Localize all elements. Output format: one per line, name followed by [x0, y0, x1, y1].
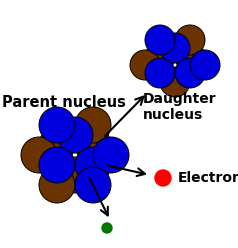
Circle shape — [145, 42, 175, 72]
Circle shape — [93, 137, 129, 173]
Circle shape — [175, 25, 205, 55]
Circle shape — [160, 33, 190, 63]
Text: Electron: Electron — [178, 171, 238, 185]
Circle shape — [57, 157, 93, 193]
Circle shape — [75, 127, 111, 163]
Circle shape — [175, 42, 205, 72]
Circle shape — [175, 58, 205, 88]
Circle shape — [130, 50, 160, 80]
Circle shape — [39, 147, 75, 183]
Circle shape — [102, 223, 112, 233]
Text: Daughter
nucleus: Daughter nucleus — [143, 92, 217, 122]
Circle shape — [75, 147, 111, 183]
Circle shape — [190, 50, 220, 80]
Circle shape — [39, 107, 75, 143]
Text: Parent nucleus: Parent nucleus — [2, 95, 126, 110]
Circle shape — [39, 127, 75, 163]
Circle shape — [145, 25, 175, 55]
Circle shape — [145, 58, 175, 88]
Circle shape — [21, 137, 57, 173]
Circle shape — [57, 117, 93, 153]
Circle shape — [39, 167, 75, 203]
Circle shape — [75, 167, 111, 203]
Circle shape — [160, 67, 190, 97]
Circle shape — [155, 170, 171, 186]
Circle shape — [75, 107, 111, 143]
